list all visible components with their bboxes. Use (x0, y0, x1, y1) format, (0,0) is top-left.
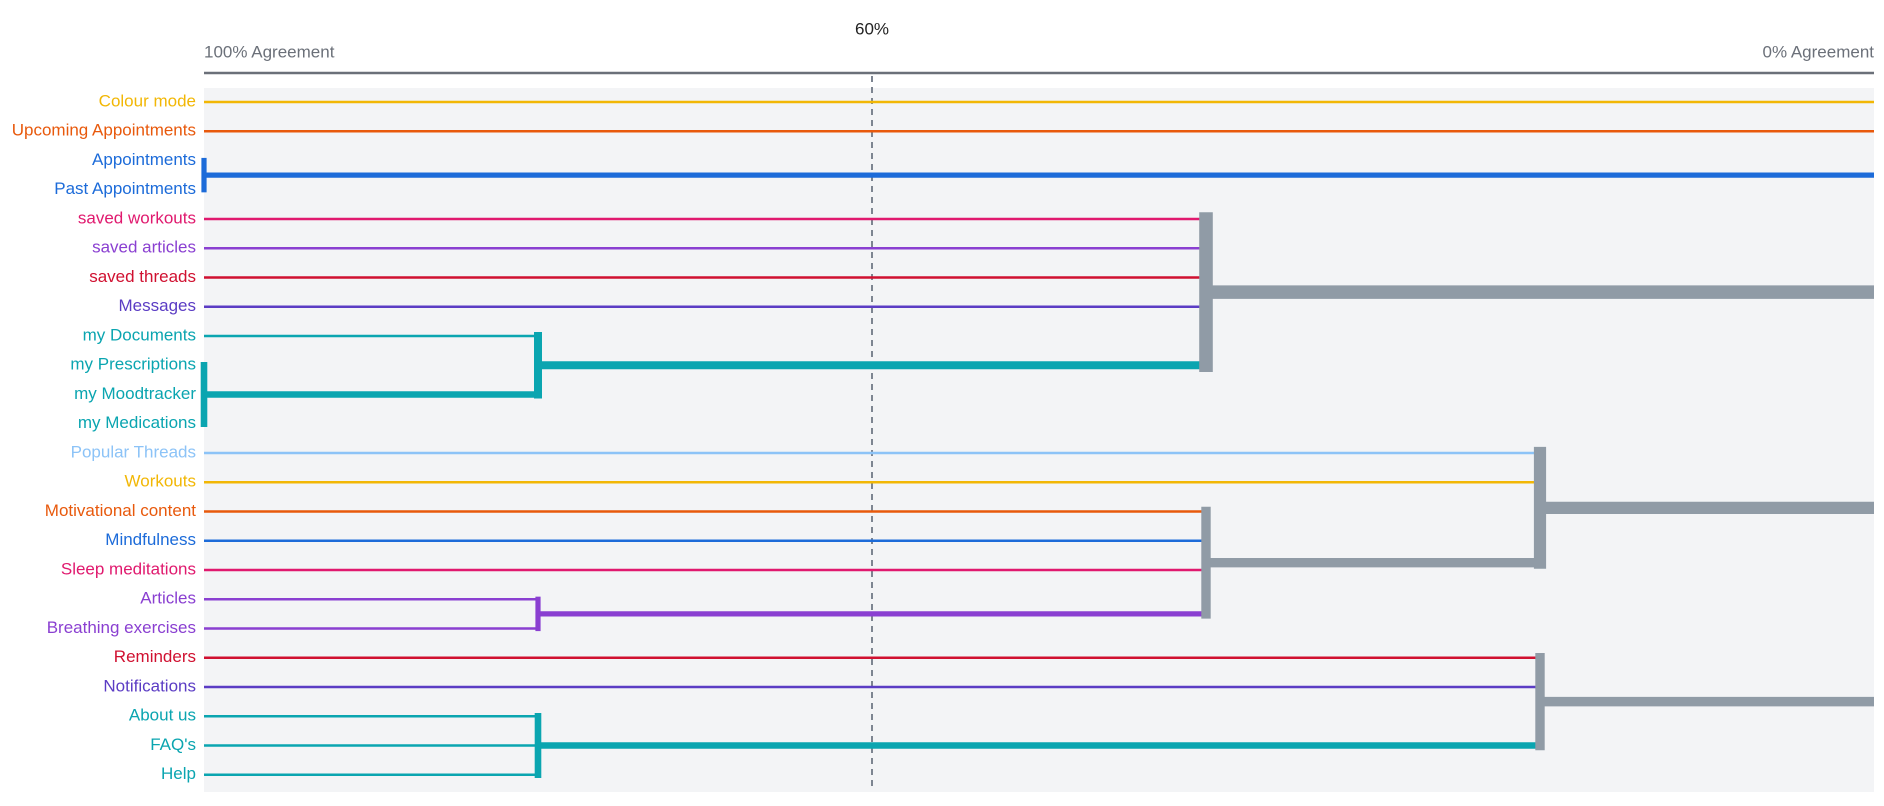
leaf-label: About us (129, 706, 196, 725)
leaf-label: my Medications (78, 413, 196, 432)
leaf-label: Notifications (103, 676, 196, 695)
plot-background (204, 88, 1874, 792)
leaf-label: Mindfulness (105, 530, 196, 549)
leaf-label: Breathing exercises (47, 618, 196, 637)
leaf-label: Upcoming Appointments (12, 121, 196, 140)
leaf-label: Sleep meditations (61, 559, 196, 578)
leaf-label: Popular Threads (71, 442, 196, 461)
leaf-label: Reminders (114, 647, 196, 666)
leaf-label: Past Appointments (54, 179, 196, 198)
leaf-label: Help (161, 764, 196, 783)
leaf-label: Articles (140, 589, 196, 608)
leaf-label: my Moodtracker (74, 384, 196, 403)
leaf-label: my Documents (83, 325, 196, 344)
leaf-label: Appointments (92, 150, 196, 169)
threshold-label: 60% (855, 19, 889, 38)
x-tick-label: 100% Agreement (204, 42, 335, 61)
leaf-label: my Prescriptions (70, 355, 196, 374)
leaf-label: Workouts (125, 472, 197, 491)
leaf-label: saved articles (92, 238, 196, 257)
leaf-label: Colour mode (99, 91, 196, 110)
leaf-label: Messages (119, 296, 196, 315)
leaf-label: saved workouts (78, 208, 196, 227)
leaf-label: saved threads (89, 267, 196, 286)
x-tick-label: 0% Agreement (1762, 42, 1874, 61)
leaf-label: Motivational content (45, 501, 196, 520)
leaf-label: FAQ's (150, 735, 196, 754)
